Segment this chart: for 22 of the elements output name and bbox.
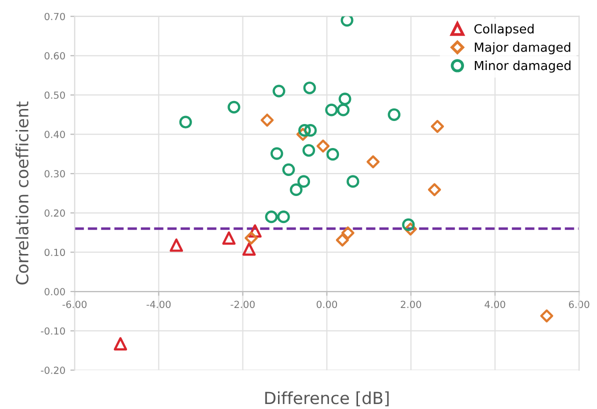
y-tick-label: -0.20 xyxy=(40,366,65,374)
x-axis-title: Difference [dB] xyxy=(265,391,389,406)
x-tick-label: 0.00 xyxy=(316,300,338,308)
x-tick-label: 4.00 xyxy=(484,300,506,308)
x-tick-label: -4.00 xyxy=(146,300,171,308)
y-tick-label: 0.00 xyxy=(44,288,65,296)
legend-label: Minor damaged xyxy=(474,60,570,73)
x-tick-label: -6.00 xyxy=(62,300,87,308)
y-tick-label: 0.30 xyxy=(44,170,65,178)
y-tick-label: 0.10 xyxy=(44,248,65,256)
y-tick-label: -0.10 xyxy=(40,327,65,335)
y-tick-label: 0.70 xyxy=(44,12,65,20)
y-tick-label: 0.40 xyxy=(44,130,65,138)
y-tick-label: 0.50 xyxy=(44,91,65,99)
x-tick-label: 6.00 xyxy=(568,300,590,308)
legend-label: Major damaged xyxy=(474,42,570,54)
legend-label: Collapsed xyxy=(474,24,534,36)
y-tick-label: 0.20 xyxy=(44,209,65,217)
y-tick-label: 0.60 xyxy=(44,52,65,60)
x-tick-label: 2.00 xyxy=(400,300,422,308)
x-tick-label: -2.00 xyxy=(230,300,255,308)
y-axis-title: Correlation coefficient xyxy=(16,101,29,284)
